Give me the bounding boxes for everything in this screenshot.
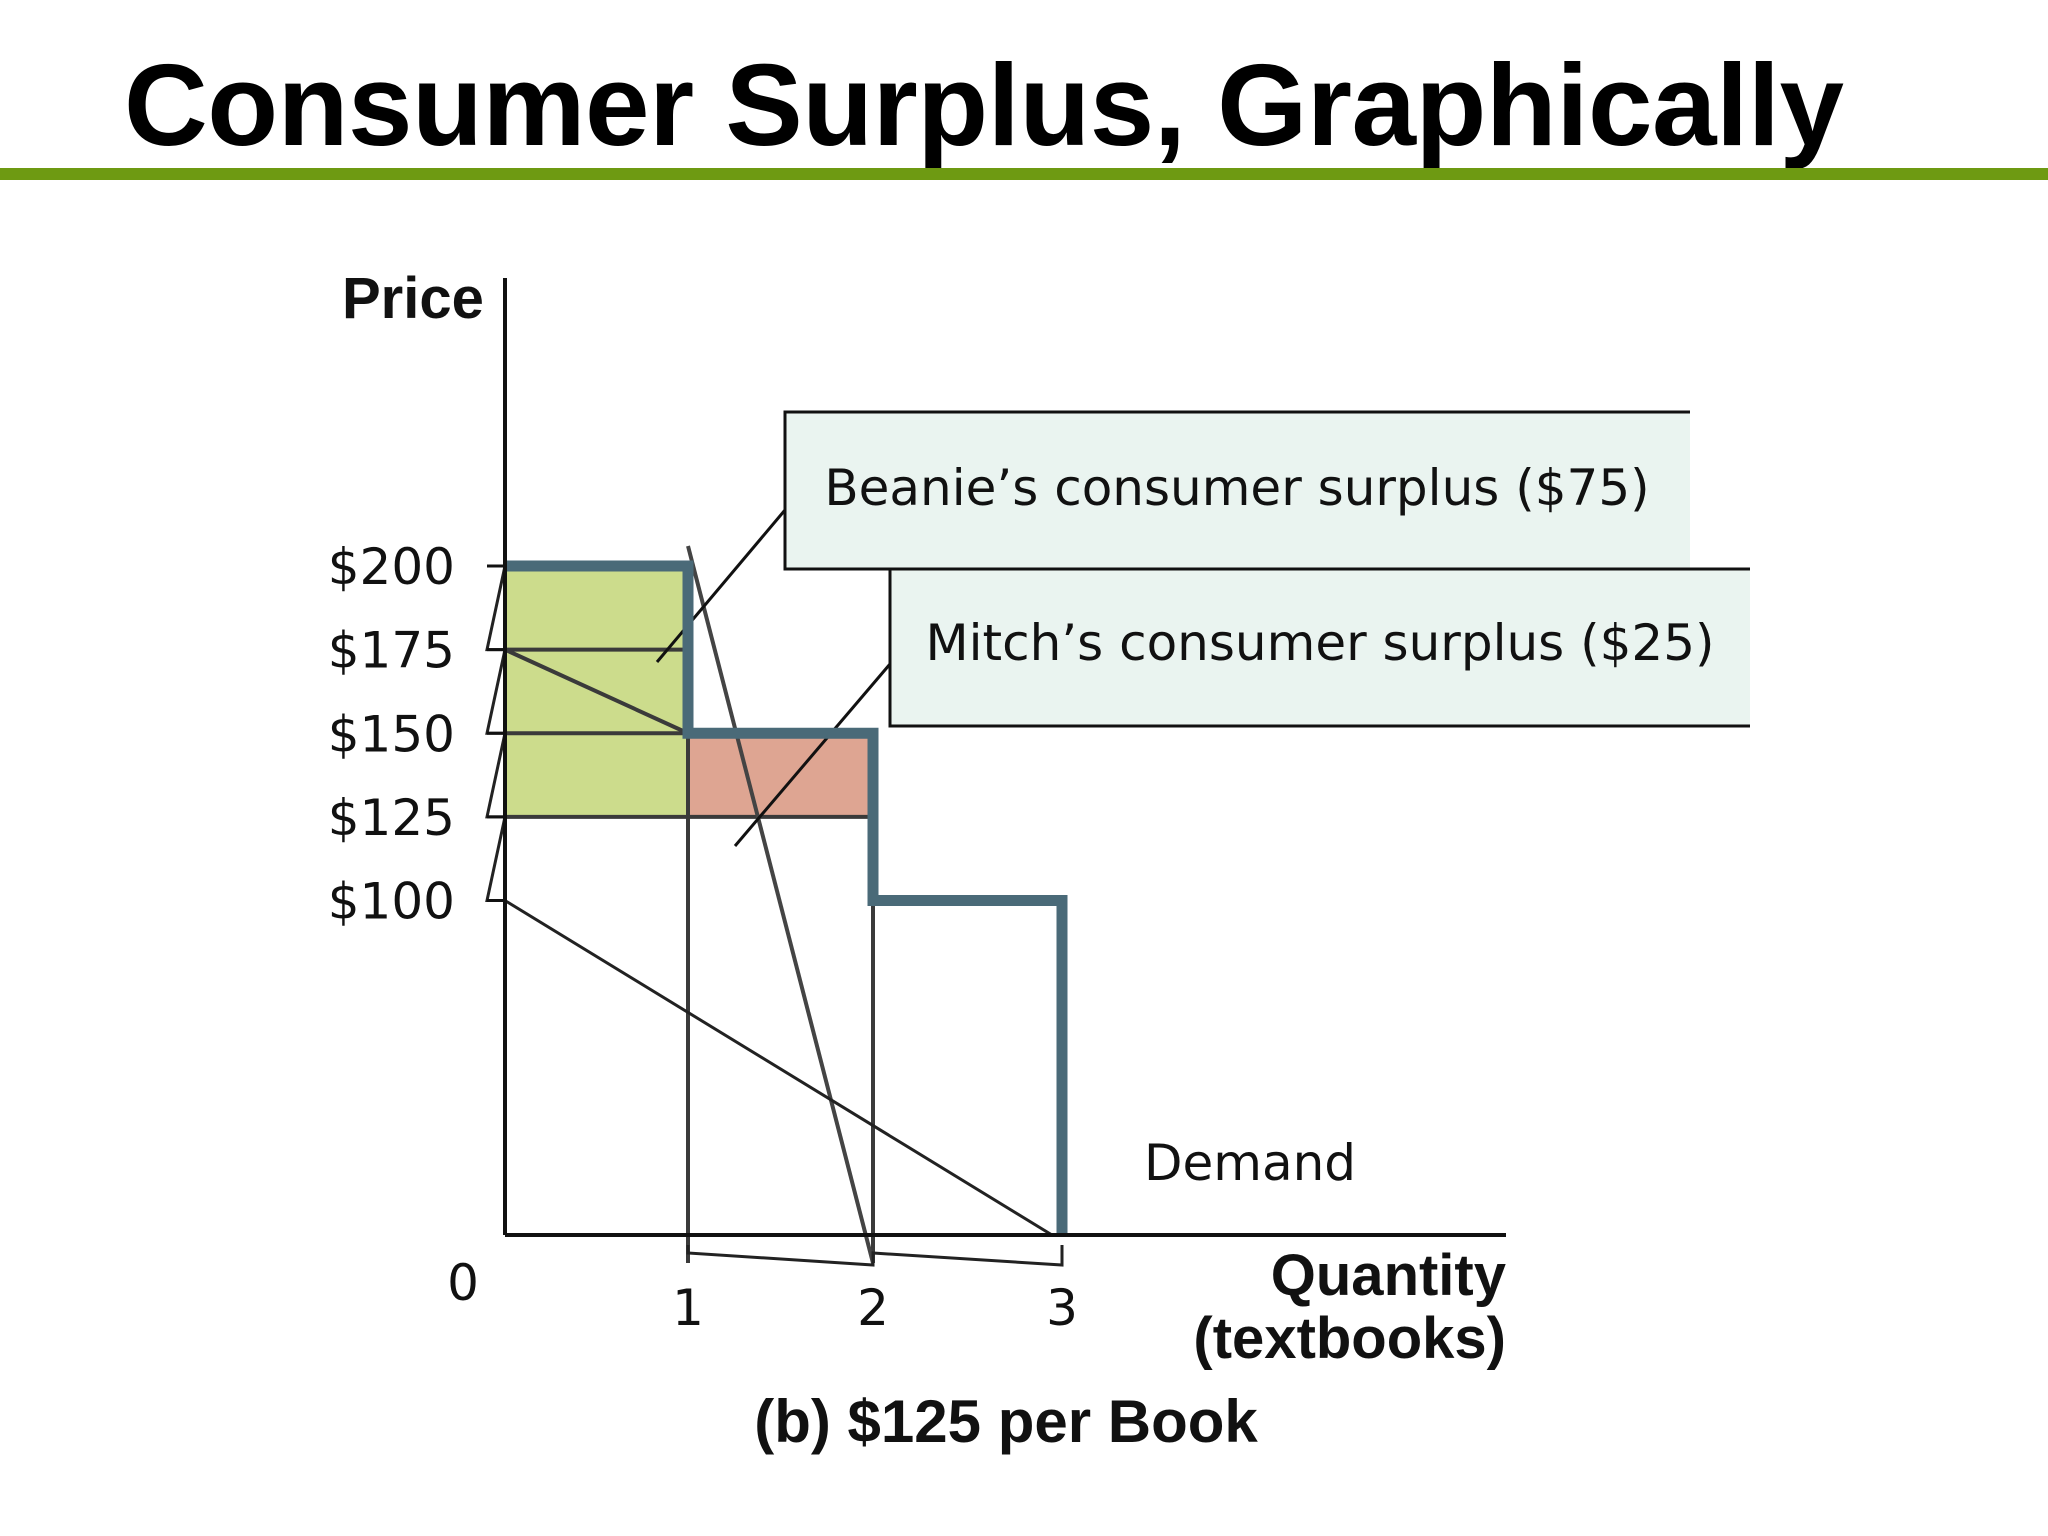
x-tick-label-3: 3 [1046,1279,1078,1337]
connector-line-2 [504,899,1053,1237]
y-tick-label-175: $175 [328,622,455,680]
slide-title: Consumer Surplus, Graphically [124,40,1844,170]
connector-line-1 [686,545,875,1264]
y-tick-label-150: $150 [328,705,455,763]
demand-label: Demand [1144,1134,1356,1192]
mitch-callout-label: Mitch’s consumer surplus ($25) [925,614,1714,672]
y-axis-label: Price [342,266,484,331]
beanie-callout-label: Beanie’s consumer surplus ($75) [824,459,1649,517]
x-axis-label-line2: (textbooks) [1193,1306,1506,1371]
diagonal-175-150 [504,647,689,736]
chart-caption: (b) $125 per Book [754,1388,1258,1455]
x-axis-scale-break [686,1245,1064,1267]
x-tick-label-2: 2 [857,1279,889,1337]
title-rule [0,168,2048,180]
mitch-callout-leader [733,663,892,847]
x-tick-label-0: 0 [447,1254,479,1312]
mitch-callout-border [888,567,1750,728]
beanie-callout-box [785,412,1690,569]
y-tick-label-100: $100 [328,873,455,931]
beanie-callout-leader [655,509,787,663]
x-axis-label-line1: Quantity [1271,1243,1506,1308]
y-tick-label-125: $125 [328,789,455,847]
demand-curve [505,560,1068,1235]
mitch-callout-box [890,569,1750,726]
y-tick-label-200: $200 [328,538,455,596]
x-tick-label-1: 1 [672,1279,704,1337]
mitch-surplus-region [688,733,873,817]
